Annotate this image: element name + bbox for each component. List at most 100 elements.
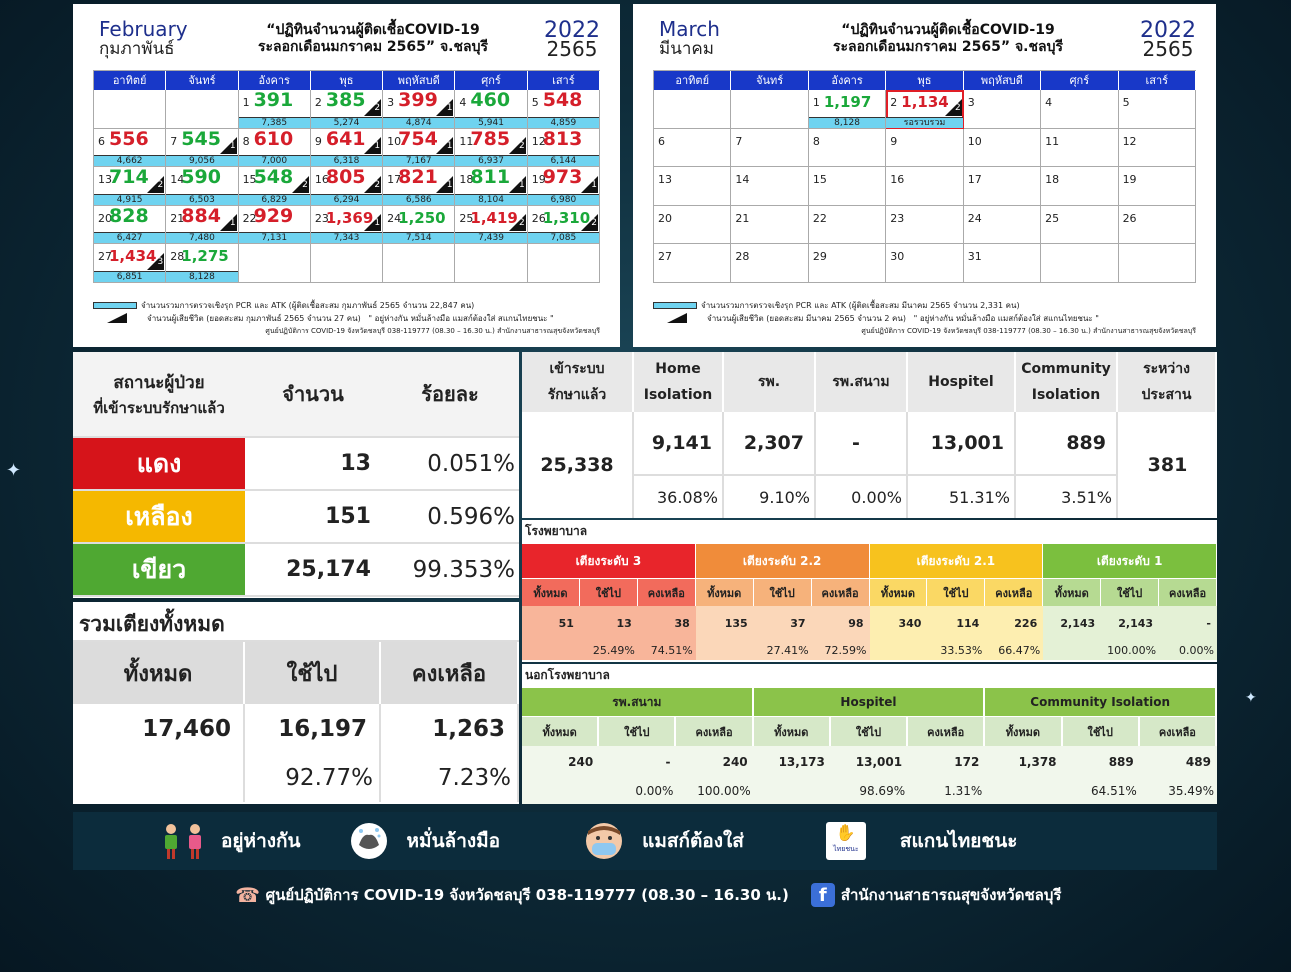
calendar-day-cell: 3 399 4,874 1 [383,89,456,129]
header-transit-l1: ระหว่าง [1143,361,1190,377]
calendar-year: 2022 2565 [1140,20,1196,60]
daily-case-count: 1,134 [901,93,949,111]
calendar-march: March มีนาคม “ปฏิทินจำนวนผู้ติดเชื้อCOVI… [633,4,1216,347]
calendar-day-cell [94,90,167,129]
bed-level-header: เตียงระดับ 2.1 [869,544,1044,578]
year-be: 2565 [546,37,598,61]
header-treated: เข้าระบบ รักษาแล้ว [522,352,634,412]
atk-total: รอรวบรวม [886,116,963,128]
day-number: 14 [735,173,750,186]
outside-subheader: ทั้งหมด [985,716,1063,746]
calendar-day-cell: 6 [654,128,732,167]
footer-facebook[interactable]: สำนักงานสาธารณสุขจังหวัดชลบุรี [840,886,1062,904]
calendar-day-cell: 22 [808,205,887,244]
day-number: 18 [459,173,474,186]
calendar-day-cell: 13 [654,167,732,206]
calendar-day-cell: 23 [886,205,964,244]
atk-total: 7,514 [383,232,455,243]
status-percent: 0.596% [427,503,515,530]
daily-case-count: 754 [398,127,438,150]
outside-blank [522,778,600,804]
bed-level-used-pct: 27.41% [753,640,812,660]
calendar-day-cell: 20 828 6,427 [94,205,167,244]
atk-total: 6,851 [94,270,166,282]
bed-level-total: 135 [695,606,754,640]
outside-subheader: คงเหลือ [908,716,986,746]
day-number: 6 [658,134,665,148]
daily-case-count: 548 [542,89,583,111]
outside-subheader: ใช้ไป [1062,716,1140,746]
calendar-day-cell: 9 641 6,318 1 [310,128,384,167]
day-number: 9 [890,134,898,148]
treated-total: 25,338 [522,412,634,518]
outside-blank [753,778,831,804]
legend-swatch-death [667,313,687,323]
atk-total: 9,056 [166,155,238,166]
outside-subheader: ใช้ไป [599,716,677,746]
daily-case-count: 1,275 [181,247,229,265]
atk-total: 8,128 [166,270,238,282]
outside-left: 172 [908,746,986,778]
day-number: 5 [531,96,539,109]
death-count: 1 [374,141,381,151]
bed-level-subheader: ใช้ไป [1101,578,1160,606]
day-number: 27 [98,250,112,263]
day-number: 8 [812,134,820,148]
beds-left-pct: 7.23% [381,754,519,802]
bed-level-subheader: ทั้งหมด [869,578,928,606]
calendar-day-cell: 15 548 6,829 2 [238,166,311,206]
outside-left: 240 [676,746,754,778]
status-count: 25,174 [286,557,371,582]
day-number: 26 [1122,211,1137,225]
bed-level-blank [1043,640,1102,660]
field-hospital-pct: 0.00% [851,487,902,507]
status-header-percent: ร้อยละ [421,382,479,406]
header-ci-l2: Isolation [1031,387,1101,403]
day-number: 16 [890,173,905,186]
weekday-header: จันทร์ [166,71,239,90]
death-marker: 1 [508,175,526,193]
calendar-day-cell: 26 [1118,205,1196,244]
daily-case-count: 391 [253,89,294,111]
slogan-text: แมสก์ต้องใส่ [642,830,744,852]
bed-level-blank [522,640,580,660]
calendar-day-cell: 3 [963,90,1042,129]
daily-case-count: 610 [253,127,294,150]
calendar-day-cell: 12 813 6,144 [527,128,600,167]
legend-footer: ศูนย์ปฏิบัติการ COVID-19 จังหวัดชลบุรี 0… [861,326,1196,335]
footer-phone: ศูนย์ปฏิบัติการ COVID-19 จังหวัดชลบุรี 0… [265,886,789,904]
hospital-count: 2,307 [724,412,814,476]
hospital-levels-grid: เตียงระดับ 3 เตียงระดับ 2.2 เตียงระดับ 2.1… [522,544,1217,660]
atk-total: 6,144 [527,155,599,166]
day-number: 6 [98,134,105,148]
day-number: 3 [387,96,395,109]
status-label: แดง [73,438,245,489]
beds-total: 17,460 [73,704,245,754]
legend-swatch-atk [653,301,697,309]
day-number: 24 [967,211,982,225]
bed-level-subheader: คงเหลือ [637,578,696,606]
status-count: 13 [340,451,371,476]
daily-case-count: 1,197 [823,93,872,111]
death-count: 2 [374,102,381,113]
calendar-day-cell: 16 805 6,294 2 [310,166,384,206]
beds-header: ทั้งหมด ใช้ไป คงเหลือ [73,642,519,704]
day-number: 20 [98,211,112,225]
facebook-icon[interactable]: f [810,883,835,907]
day-number: 11 [1045,134,1060,148]
atk-total: 7,000 [238,155,310,166]
outside-group-header: รพ.สนาม [522,688,754,716]
calendar-day-cell: 6 556 4,662 [94,128,167,167]
calendar-day-cell: 20 [654,205,732,244]
death-marker: 3 [147,252,165,270]
calendar-day-cell: 1 391 7,385 [238,89,311,129]
header-transit-l2: ประสาน [1141,387,1192,403]
bed-level-used: 37 [753,606,812,640]
slogan-bar: อยู่ห่างกัน หมั่นล้างมือ แมสก์ต้องใส่ ✋ ไ… [73,812,1217,870]
calendar-day-cell: 15 [808,167,887,206]
death-count: 2 [954,102,961,113]
calendar-day-cell [310,244,384,283]
daily-case-count: 460 [470,89,511,111]
weekday-header: จันทร์ [731,71,809,90]
status-label: เขียว [73,544,245,595]
